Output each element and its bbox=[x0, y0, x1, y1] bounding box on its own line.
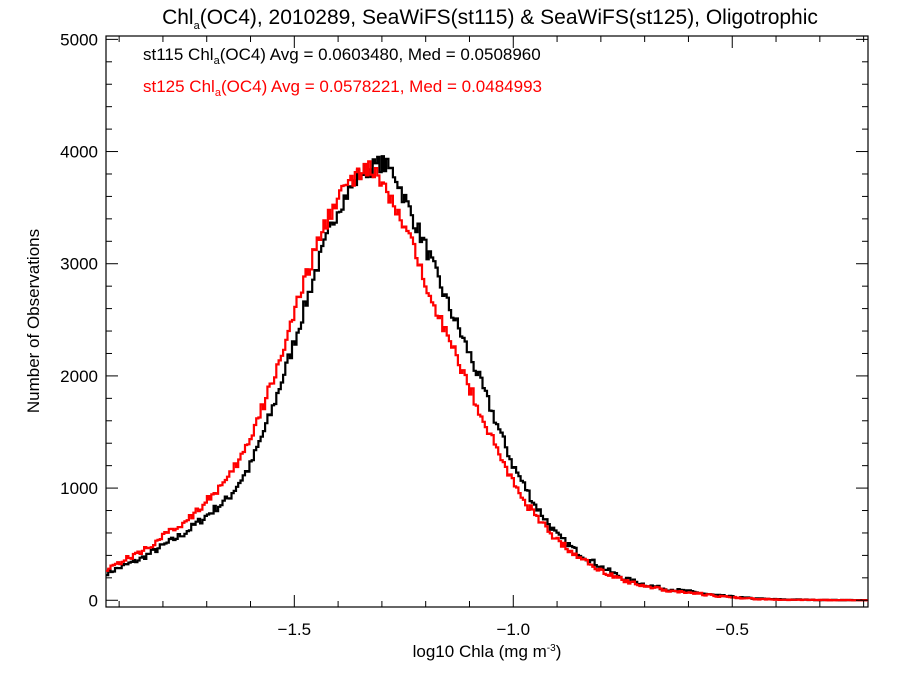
plot-frame bbox=[105, 35, 869, 608]
legend-entry-st115: st115 Chla(OC4) Avg = 0.0603480, Med = 0… bbox=[143, 45, 541, 67]
legend: st115 Chla(OC4) Avg = 0.0603480, Med = 0… bbox=[143, 45, 542, 99]
x-axis-label: log10 Chla (mg m-3) bbox=[413, 642, 562, 661]
series-line-st115 bbox=[106, 155, 868, 602]
series-line-st125 bbox=[106, 160, 868, 602]
y-tick-label: 0 bbox=[89, 591, 98, 610]
y-tick-label: 5000 bbox=[60, 30, 98, 49]
y-axis-label: Number of Observations bbox=[24, 229, 43, 413]
x-tick-label: −1.0 bbox=[496, 620, 530, 639]
chart-title: Chla(OC4), 2010289, SeaWiFS(st115) & Sea… bbox=[162, 6, 818, 32]
x-tick-label: −0.5 bbox=[715, 620, 749, 639]
y-tick-label: 4000 bbox=[60, 143, 98, 162]
series-layer bbox=[106, 155, 868, 602]
y-tick-label: 2000 bbox=[60, 367, 98, 386]
ticks-layer: −1.5 −1.0 −0.5 0 1000 2000 3000 4000 5000 bbox=[60, 30, 868, 639]
y-tick-label: 1000 bbox=[60, 479, 98, 498]
x-tick-label: −1.5 bbox=[278, 620, 312, 639]
legend-entry-st125: st125 Chla(OC4) Avg = 0.0578221, Med = 0… bbox=[143, 77, 542, 99]
y-tick-label: 3000 bbox=[60, 255, 98, 274]
